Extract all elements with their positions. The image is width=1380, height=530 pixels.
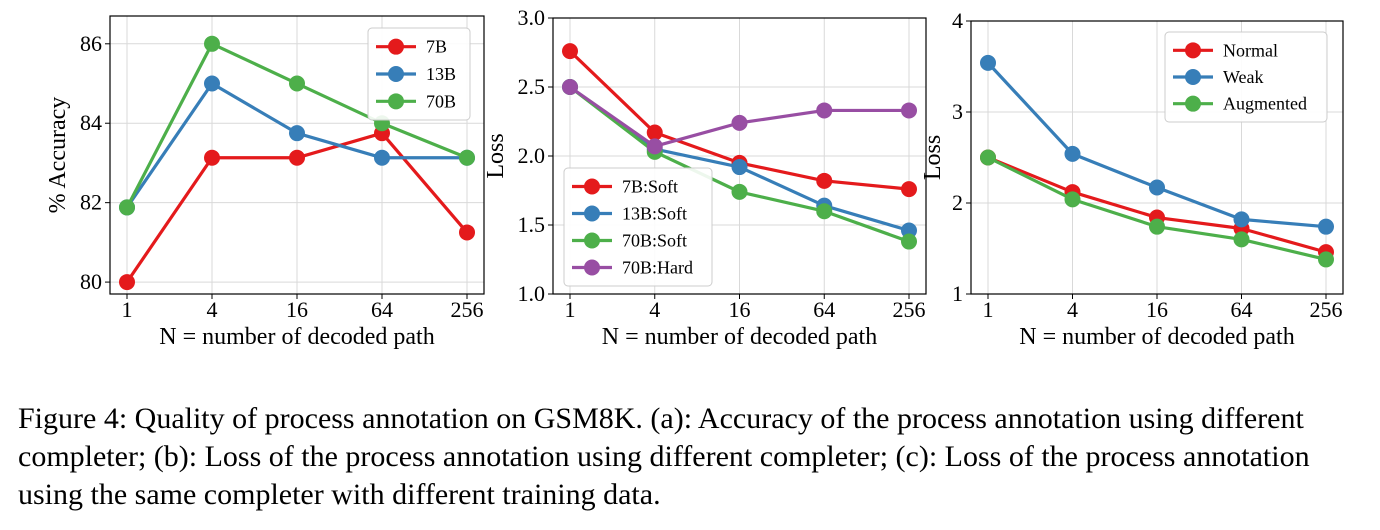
data-point <box>119 199 135 216</box>
legend-swatch-marker <box>584 259 600 276</box>
x-tick-label: 4 <box>649 297 660 322</box>
data-point <box>119 274 135 291</box>
legend-swatch-marker <box>584 232 600 249</box>
x-tick-label: 64 <box>813 297 835 322</box>
y-tick-label: 4 <box>952 8 963 33</box>
data-point <box>459 224 475 241</box>
y-tick-label: 86 <box>80 31 102 56</box>
data-point <box>204 35 220 52</box>
y-axis-label: Loss <box>920 135 946 180</box>
legend-label: 13B <box>426 64 456 84</box>
x-tick-label: 16 <box>286 297 308 322</box>
x-tick-label: 256 <box>451 297 484 322</box>
y-axis-label: Loss <box>483 133 509 178</box>
x-axis-label: N = number of decoded path <box>159 324 434 350</box>
x-tick-label: 256 <box>893 297 926 322</box>
data-point <box>646 138 663 155</box>
data-point <box>459 149 475 166</box>
data-point <box>204 75 220 92</box>
y-tick-label: 84 <box>80 110 102 135</box>
legend-box <box>563 167 713 287</box>
y-tick-label: 80 <box>80 269 102 294</box>
data-point <box>289 75 305 92</box>
data-point <box>374 149 390 166</box>
data-point <box>901 222 917 239</box>
legend-box <box>1164 31 1328 123</box>
legend: Normal Weak Augmented <box>1164 31 1328 123</box>
legend-label: Augmented <box>1223 94 1307 114</box>
data-point <box>816 172 833 189</box>
y-tick-label: 82 <box>80 190 102 215</box>
y-tick-label: 3.0 <box>518 5 546 30</box>
legend-swatch-marker <box>1185 69 1201 85</box>
y-tick-label: 3 <box>952 99 963 124</box>
data-point <box>1064 191 1081 208</box>
figure-caption: Figure 4: Quality of process annotation … <box>18 402 1310 511</box>
data-point <box>731 114 748 131</box>
chart-panel-1: 1 4 16 64 256 80 82 84 86 N = number of decoded p… <box>45 15 485 350</box>
y-tick-label: 1.5 <box>518 212 546 237</box>
legend-label: 70B:Hard <box>622 258 693 278</box>
legend-label: 13B:Soft <box>622 204 687 224</box>
x-tick-label: 1 <box>565 297 576 322</box>
data-point <box>289 125 305 142</box>
data-point <box>901 181 917 198</box>
legend-swatch-marker <box>388 38 404 55</box>
x-tick-label: 1 <box>122 297 133 322</box>
x-axis-label: N = number of decoded path <box>602 324 877 350</box>
figure-charts: 1 4 16 64 256 80 82 84 86 N = number of decoded p… <box>45 5 1344 350</box>
legend-swatch-marker <box>584 178 600 195</box>
data-point <box>901 102 917 119</box>
data-point <box>816 102 833 119</box>
data-point <box>731 183 748 200</box>
data-point <box>204 149 220 166</box>
legend-swatch-marker <box>584 205 600 222</box>
legend-label: 7B <box>426 37 447 57</box>
x-tick-label: 1 <box>983 297 994 322</box>
x-tick-label: 64 <box>1231 297 1253 322</box>
data-point <box>562 79 578 95</box>
data-point <box>1064 145 1081 162</box>
data-point <box>1233 231 1250 248</box>
legend-swatch-marker <box>388 93 404 110</box>
y-axis-label: % Accuracy <box>45 97 71 214</box>
legend-label: 70B <box>426 91 456 111</box>
legend-swatch-marker <box>388 66 404 82</box>
data-point <box>1318 218 1334 235</box>
chart-panel-2: 1 4 16 64 256 1.0 1.5 2.0 2.5 3.0 N = number of de… <box>483 5 927 350</box>
legend-label: Normal <box>1223 40 1278 60</box>
x-tick-label: 4 <box>1067 297 1078 322</box>
x-axis-label: N = number of decoded path <box>1019 324 1294 350</box>
x-tick-label: 16 <box>729 297 751 322</box>
legend-swatch-marker <box>1185 95 1201 112</box>
data-point <box>980 54 996 71</box>
y-tick-label: 2.5 <box>518 74 546 99</box>
y-tick-label: 1.0 <box>518 281 546 306</box>
legend-label: Weak <box>1223 67 1264 87</box>
legend-swatch-marker <box>1185 42 1201 59</box>
y-tick-label: 2 <box>952 190 963 215</box>
data-point <box>980 149 996 166</box>
x-tick-label: 4 <box>207 297 218 322</box>
y-tick-label: 1 <box>952 281 963 306</box>
x-tick-label: 64 <box>371 297 393 322</box>
data-point <box>731 159 748 176</box>
data-point <box>1233 211 1250 228</box>
data-point <box>1318 251 1334 268</box>
legend-label: 7B:Soft <box>622 177 678 197</box>
data-point <box>1149 179 1165 196</box>
y-tick-label: 2.0 <box>518 143 546 168</box>
legend-label: 70B:Soft <box>622 231 687 251</box>
legend: 7B 13B 70B <box>367 27 471 121</box>
data-point <box>816 203 833 220</box>
data-point <box>289 149 305 166</box>
x-tick-label: 256 <box>1310 297 1343 322</box>
legend: 7B:Soft 13B:Soft 70B:Soft 70B:Hard <box>563 167 713 287</box>
data-point <box>562 43 578 60</box>
data-point <box>646 124 663 141</box>
data-point <box>901 233 917 250</box>
data-point <box>1149 218 1165 235</box>
x-tick-label: 16 <box>1146 297 1168 322</box>
